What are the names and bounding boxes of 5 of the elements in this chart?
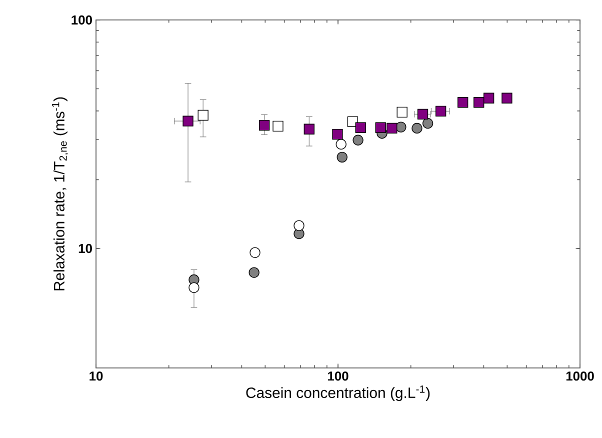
x-axis-title: Casein concentration (g.L$^{-1}$) [246, 386, 430, 402]
y-axis-title: Relaxation rate, 1/T$_{2,ne}$ (ms$^{-1}$) [52, 97, 68, 290]
x-tick-label: 10 [90, 372, 103, 381]
x-tick-label: 100 [328, 372, 348, 381]
x-tick-label: 1000 [566, 372, 594, 381]
